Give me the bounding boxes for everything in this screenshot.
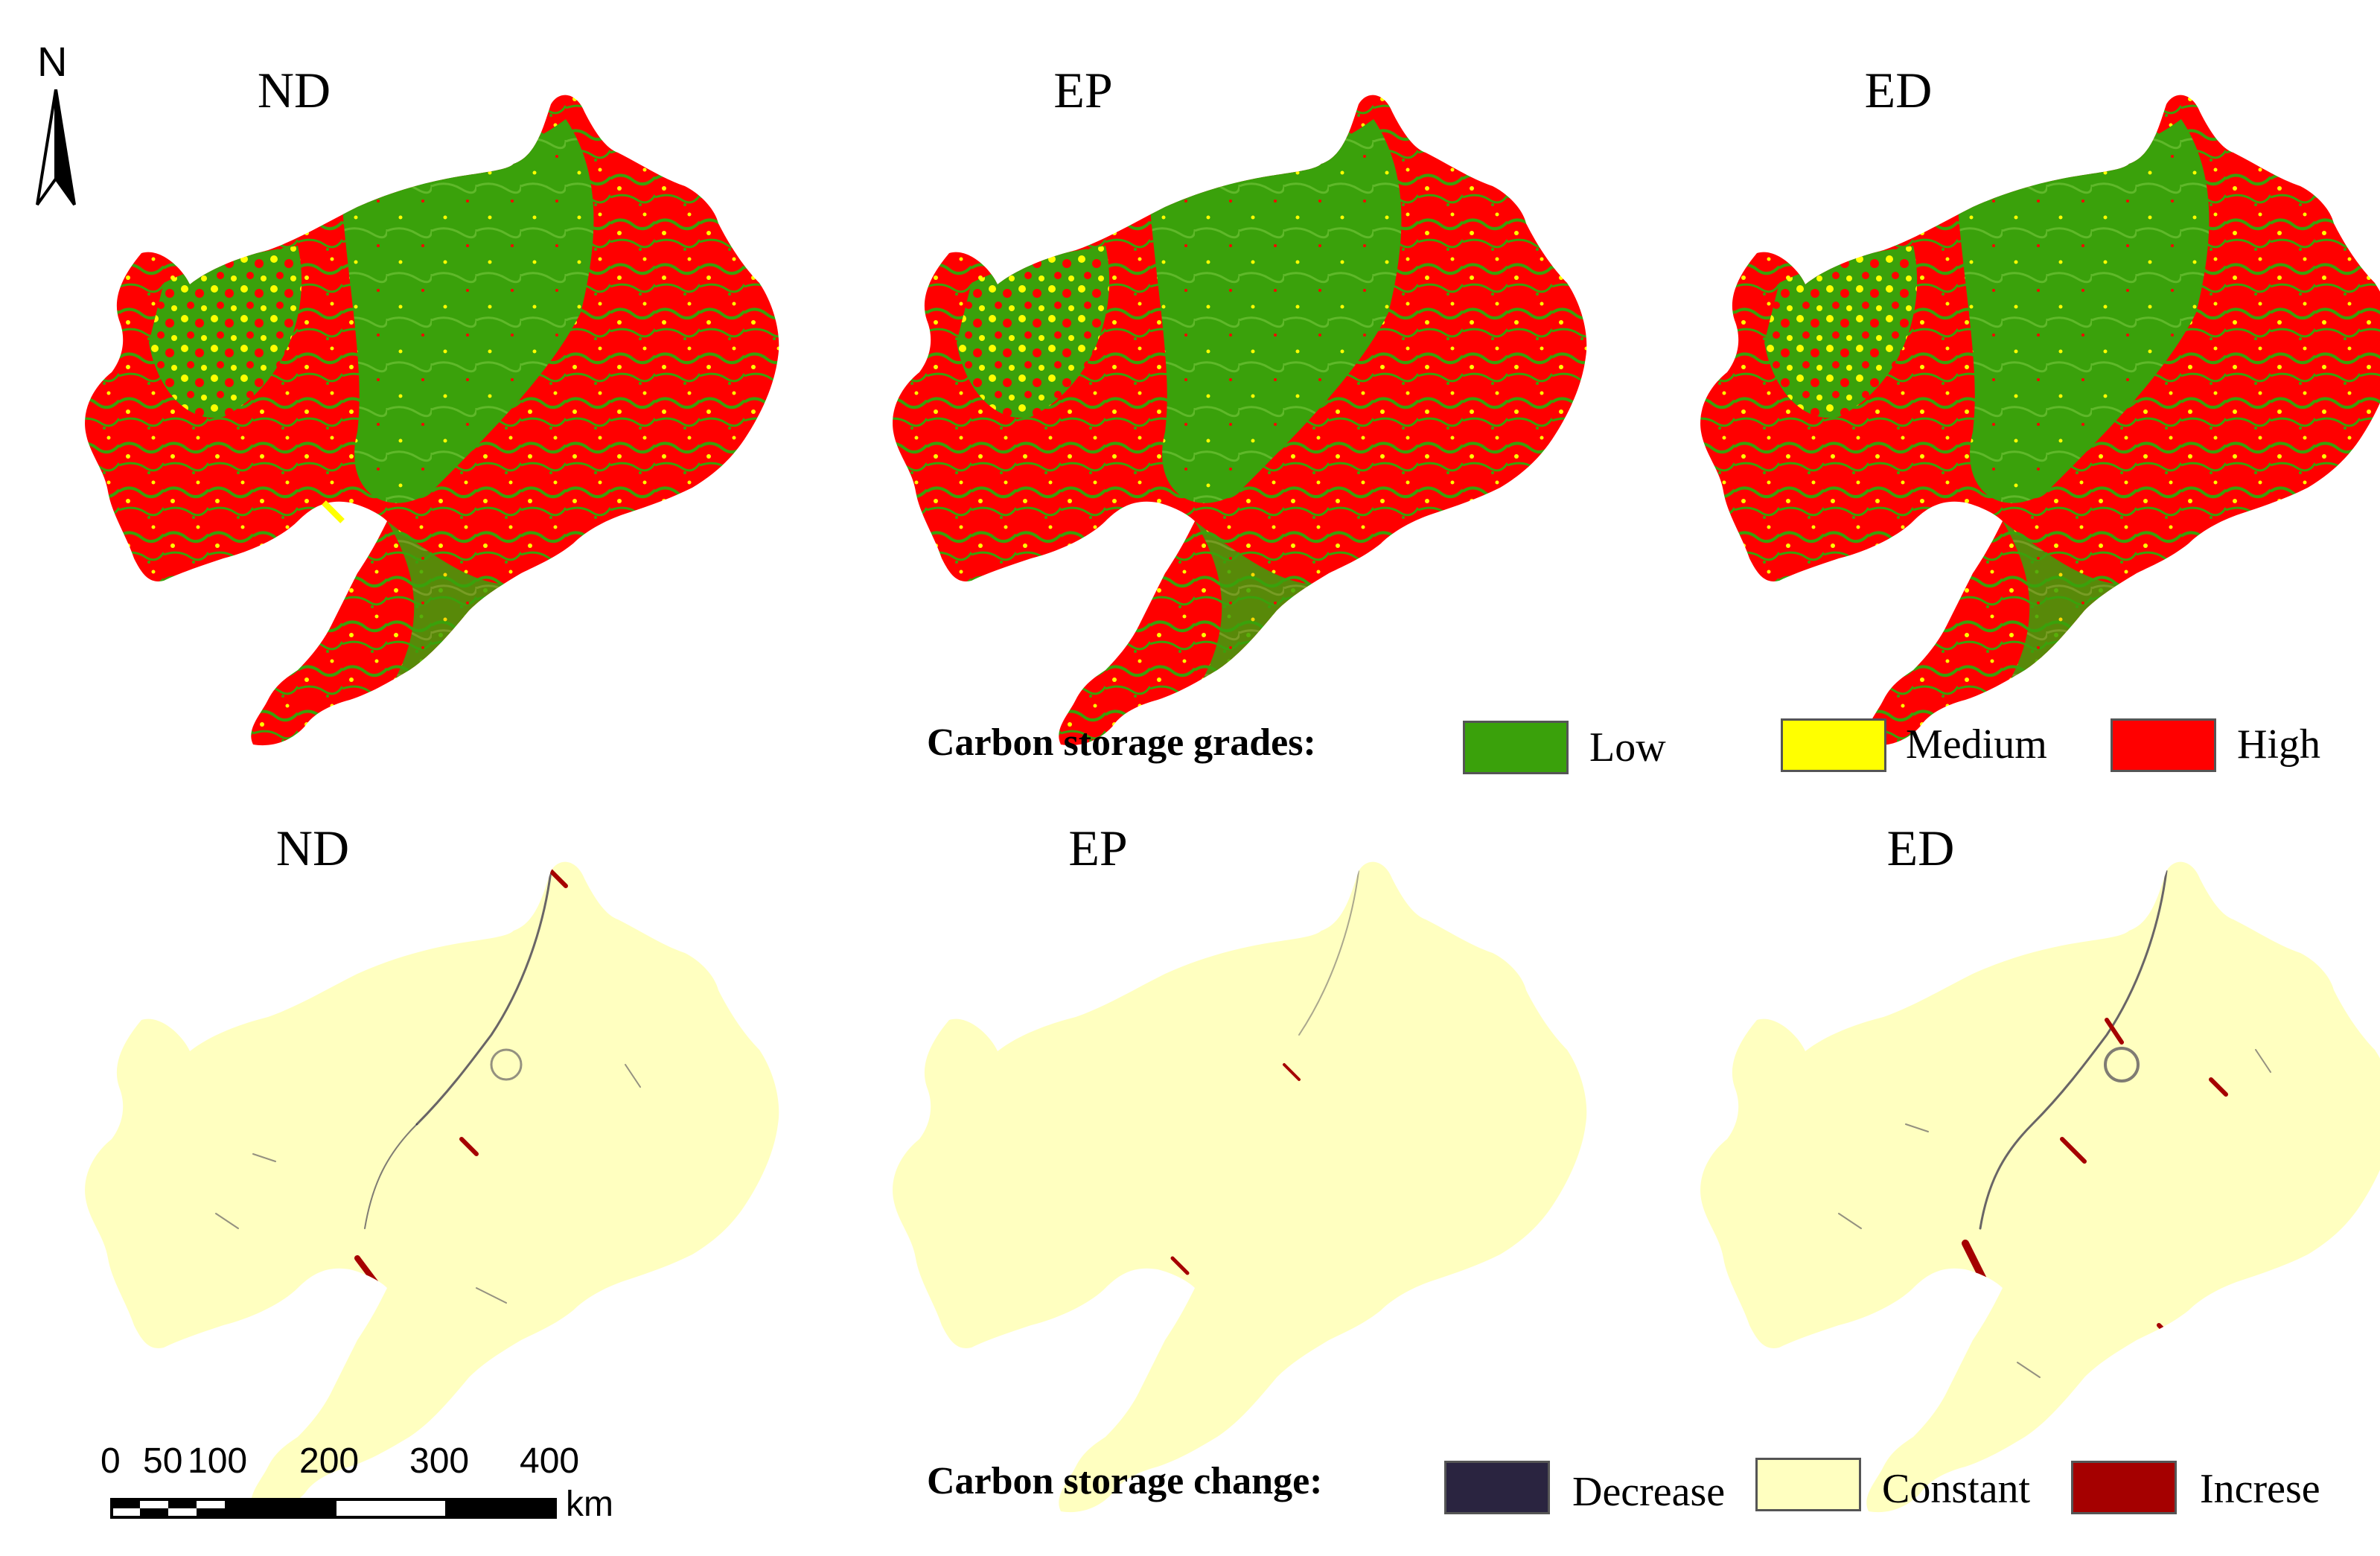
grade-panel-title-ed: ED bbox=[1864, 62, 1933, 118]
change-map-nd bbox=[85, 861, 779, 1513]
grades-legend-label-low: Low bbox=[1589, 724, 1666, 771]
scale-tick-400: 400 bbox=[520, 1441, 580, 1481]
grades-legend-swatch-high bbox=[2111, 718, 2216, 772]
north-arrow: N bbox=[15, 37, 97, 206]
grades-legend-label-medium: Medium bbox=[1906, 721, 2047, 768]
scale-tick-200: 200 bbox=[299, 1441, 360, 1481]
scale-tick-0: 0 bbox=[101, 1441, 121, 1481]
scale-tick-50: 50 bbox=[143, 1441, 183, 1481]
change-panel-title-ep: EP bbox=[1068, 820, 1128, 876]
grades-legend-swatch-low bbox=[1463, 721, 1569, 774]
change-legend-title: Carbon storage change: bbox=[927, 1460, 1323, 1502]
grades-legend-swatch-medium bbox=[1781, 718, 1886, 772]
change-legend-swatch-constant bbox=[1755, 1458, 1861, 1511]
grade-map-nd bbox=[85, 95, 779, 746]
change-legend-label-constant: Constant bbox=[1882, 1466, 2031, 1512]
grade-map-ed bbox=[1700, 95, 2380, 746]
change-map-ed bbox=[1700, 861, 2380, 1513]
scale-tick-100: 100 bbox=[188, 1441, 248, 1481]
north-arrow-icon bbox=[36, 89, 76, 206]
north-label: N bbox=[37, 38, 68, 85]
grades-legend-label-high: High bbox=[2237, 721, 2320, 768]
change-map-ep bbox=[893, 861, 1587, 1513]
change-legend-swatch-increase bbox=[2071, 1461, 2177, 1514]
change-legend-swatch-decrease bbox=[1444, 1461, 1550, 1514]
change-legend-label-decrease: Decrease bbox=[1572, 1469, 1726, 1515]
change-panel-title-ed: ED bbox=[1886, 820, 1955, 876]
scale-tick-300: 300 bbox=[409, 1441, 470, 1481]
grade-panel-title-ep: EP bbox=[1053, 62, 1113, 118]
change-legend-label-increase: Increse bbox=[2200, 1466, 2320, 1512]
grades-legend-title: Carbon storage grades: bbox=[927, 721, 1316, 764]
scale-bar: 0 50 100 200 300 400 km bbox=[97, 1441, 648, 1530]
scale-unit: km bbox=[566, 1485, 613, 1524]
scale-bar-graphic bbox=[110, 1498, 557, 1519]
grade-map-ep bbox=[893, 95, 1587, 746]
grade-panel-title-nd: ND bbox=[257, 62, 331, 118]
change-panel-title-nd: ND bbox=[275, 820, 350, 876]
